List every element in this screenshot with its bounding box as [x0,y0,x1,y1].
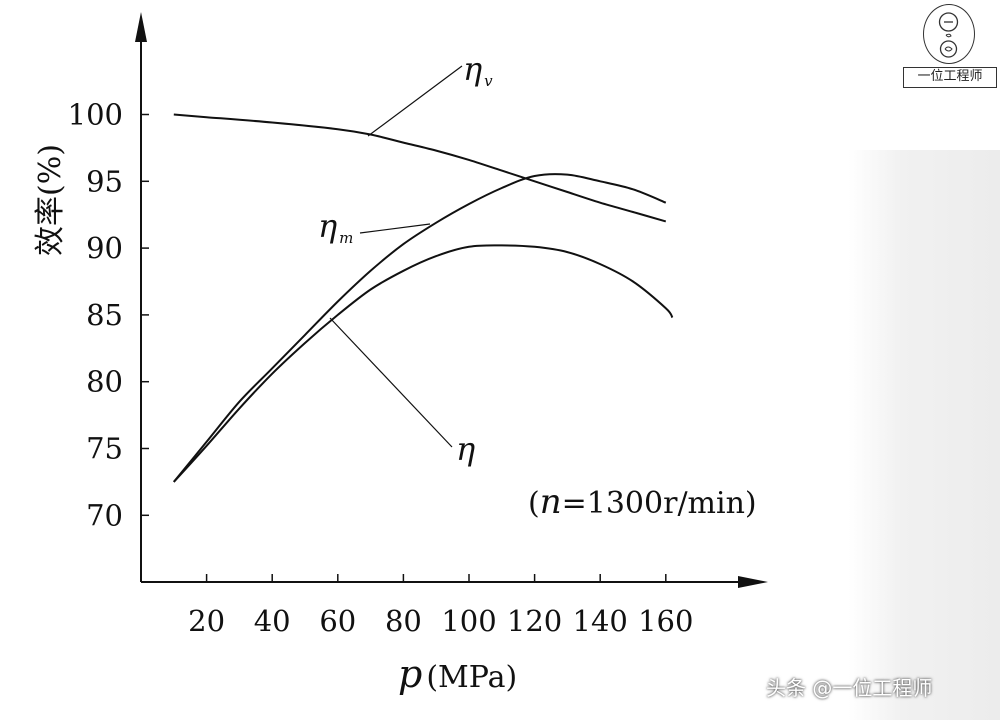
x-tick-label: 100 [441,604,496,638]
label-eta: η [456,430,475,468]
leader-eta [329,317,453,448]
leaders-layer [329,65,463,448]
x-tick-label: 20 [188,604,225,638]
logo-text: 一位工程师 [903,67,997,88]
y-tick-label: 90 [86,231,123,265]
x-tick-label: 160 [638,604,693,638]
watermark-text: 头条 @一位工程师 [766,676,933,700]
y-tick-label: 85 [86,298,123,332]
series-layer [173,113,674,483]
brand-logo: 一位工程师 [903,4,997,88]
x-tick-label: 120 [507,604,562,638]
y-axis-title: 效率(%) [33,144,68,256]
logo-emblem-icon [923,4,975,64]
x-tick-label: 60 [319,604,356,638]
speed-annotation: (n=1300r/min) [528,482,757,522]
y-tick-label: 75 [86,432,123,466]
y-tick-label: 70 [86,498,123,532]
series-line-eta [173,244,674,483]
x-tick-label: 140 [573,604,628,638]
y-axis-arrow [135,12,147,42]
logo-emblem-drawing [938,12,959,58]
y-tick-label: 100 [68,98,123,132]
side-shade [848,150,1000,720]
leader-eta-v [367,65,463,137]
y-tick-label: 80 [86,365,123,399]
x-tick-label: 80 [385,604,422,638]
y-tick-label: 95 [86,164,123,198]
x-tick-label: 40 [254,604,291,638]
x-axis-title: p (MPa) [398,652,517,696]
x-axis-arrow [738,576,768,588]
ticks-layer: 20 40 60 80 100 120 140 160 70 75 80 85 90 95 100 [68,98,694,639]
series-line-eta-m [173,173,667,483]
leader-eta-m [359,223,431,234]
series-line-eta-v [173,113,667,223]
